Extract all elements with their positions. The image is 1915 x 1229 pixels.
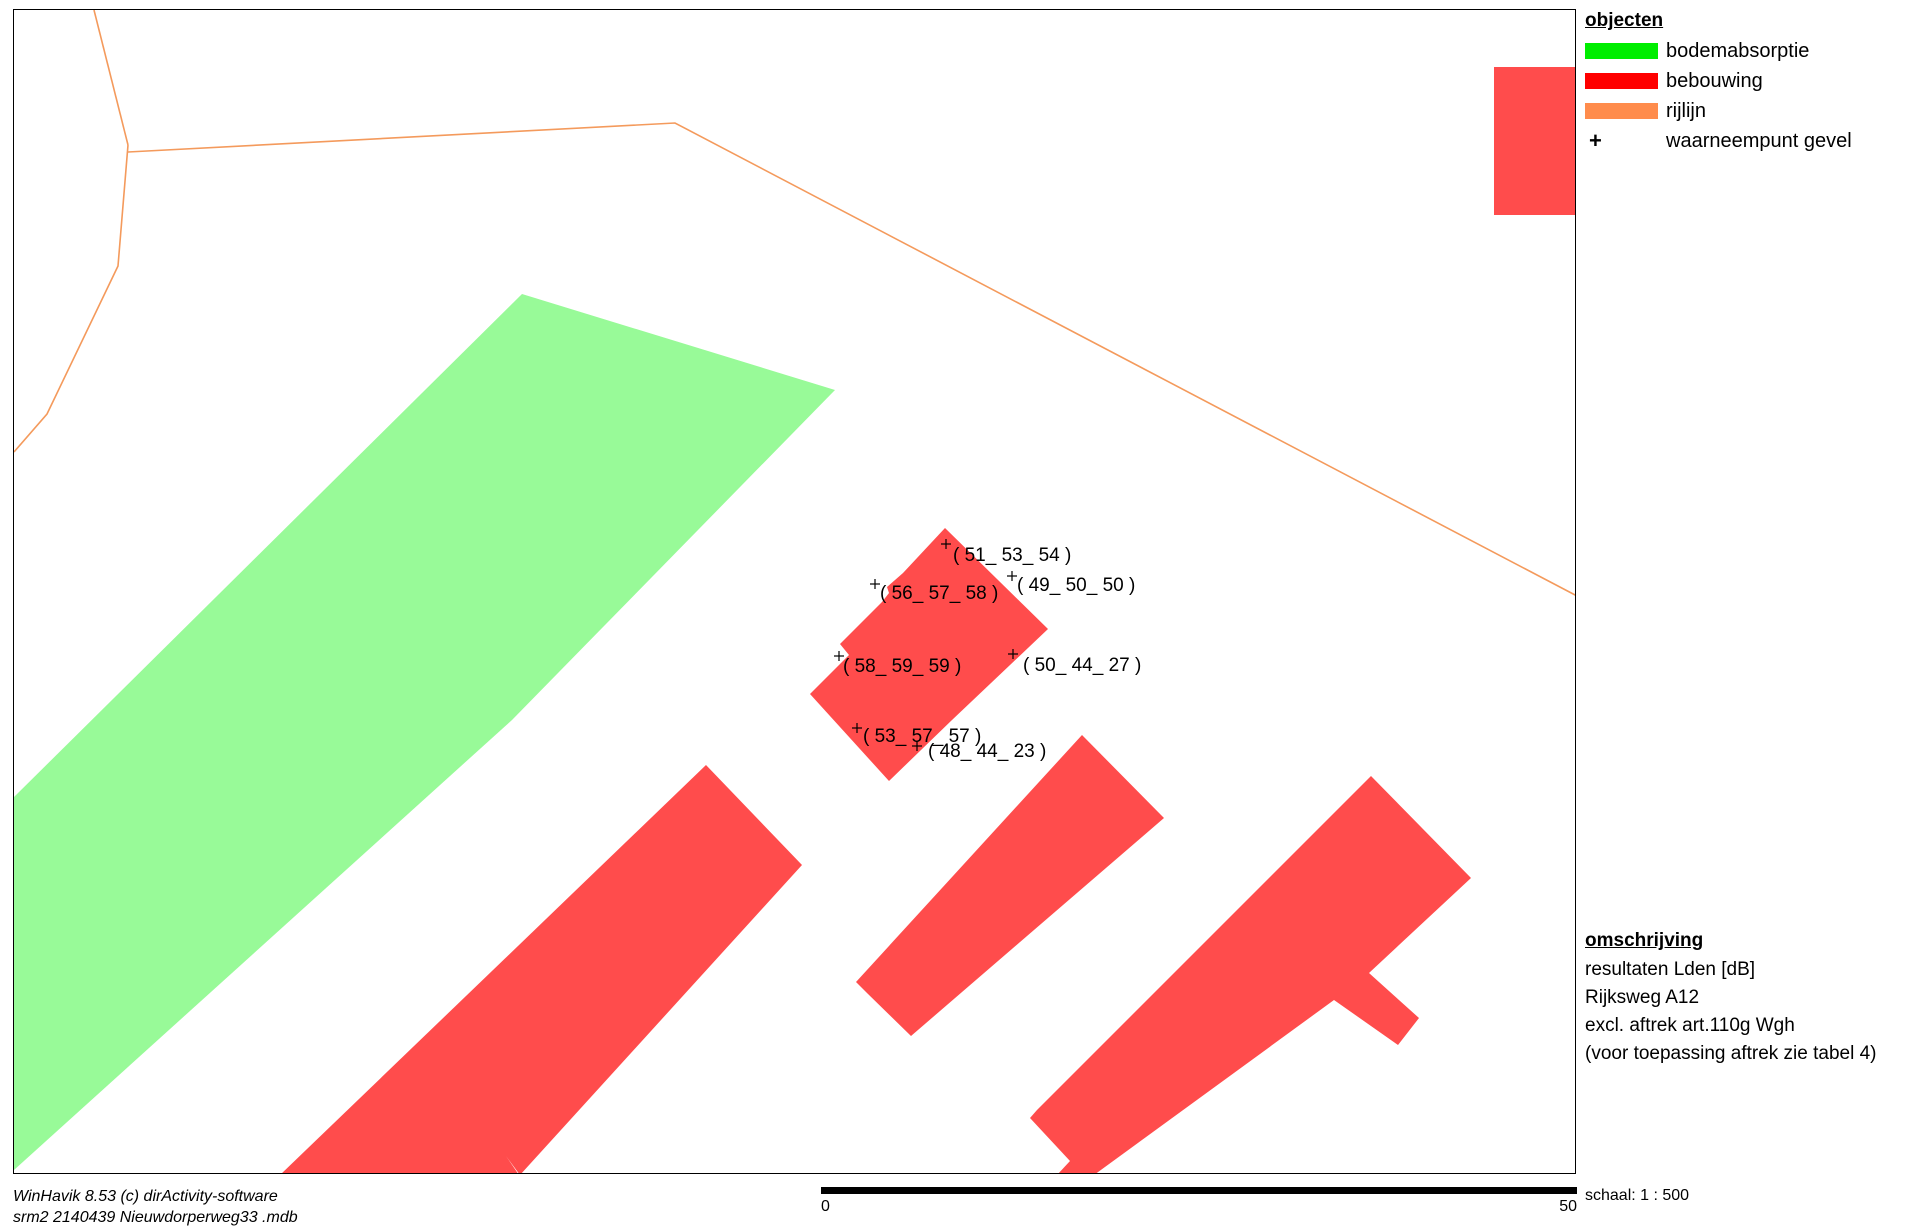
legend-label: rijlijn <box>1666 99 1706 122</box>
description-panel: omschrijving resultaten Lden [dB] Rijksw… <box>1585 930 1910 1068</box>
legend-item-rijlijn: rijlijn <box>1585 96 1910 126</box>
legend-label: waarneempunt gevel <box>1666 129 1852 152</box>
bodemabsorptie-area[interactable] <box>14 294 835 1170</box>
rijlijn-line-main[interactable] <box>127 122 1576 596</box>
observation-point[interactable]: ( 56_ 57_ 58 ) <box>870 579 998 604</box>
scale-bar-line <box>821 1187 1577 1194</box>
legend-title: objecten <box>1585 10 1664 31</box>
map-svg: ( 51_ 53_ 54 ) ( 56_ 57_ 58 ) ( 49_ 50_ … <box>14 10 1576 1174</box>
legend-item-waarneempunt: + waarneempunt gevel <box>1585 126 1910 156</box>
point-label: ( 50_ 44_ 27 ) <box>1023 655 1141 676</box>
building-middle[interactable] <box>856 735 1164 1036</box>
map-canvas[interactable]: ( 51_ 53_ 54 ) ( 56_ 57_ 58 ) ( 49_ 50_ … <box>13 9 1576 1174</box>
observation-point[interactable]: ( 50_ 44_ 27 ) <box>1008 649 1141 676</box>
building-main[interactable] <box>810 528 1048 781</box>
description-line: Rijksweg A12 <box>1585 987 1700 1008</box>
observation-point[interactable]: ( 49_ 50_ 50 ) <box>1007 571 1135 596</box>
description-line: (voor toepassing aftrek zie tabel 4) <box>1585 1043 1877 1064</box>
scale-start-label: 0 <box>821 1198 830 1215</box>
scale-end-label: 50 <box>1559 1198 1577 1215</box>
legend-label: bodemabsorptie <box>1666 39 1810 62</box>
point-label: ( 51_ 53_ 54 ) <box>953 545 1071 566</box>
orange-swatch-icon <box>1585 103 1658 119</box>
building-top-right[interactable] <box>1494 67 1576 215</box>
red-swatch-icon <box>1585 73 1658 89</box>
green-swatch-icon <box>1585 43 1658 59</box>
rijlijn-line-north[interactable] <box>93 10 129 146</box>
point-label: ( 48_ 44_ 23 ) <box>928 741 1046 762</box>
legend-item-bodemabsorptie: bodemabsorptie <box>1585 36 1910 66</box>
observation-point[interactable]: ( 53_ 57_ 57 ) <box>852 723 981 747</box>
point-label: ( 53_ 57_ 57 ) <box>863 726 981 747</box>
legend: objecten bodemabsorptie bebouwing rijlij… <box>1585 10 1910 156</box>
rijlijn-line-west[interactable] <box>14 144 129 453</box>
observation-point[interactable]: ( 51_ 53_ 54 ) <box>941 539 1071 566</box>
building-long-left[interactable] <box>280 765 802 1174</box>
building-right-t[interactable] <box>1030 776 1471 1174</box>
file-name: srm2 2140439 Nieuwdorperweg33 .mdb <box>13 1209 298 1226</box>
scale-bar: 0 50 <box>821 1187 1577 1215</box>
plus-icon: + <box>1589 128 1602 153</box>
description-line: excl. aftrek art.110g Wgh <box>1585 1015 1795 1036</box>
footer-credits: WinHavik 8.53 (c) dirActivity-software s… <box>13 1186 298 1228</box>
description-line: resultaten Lden [dB] <box>1585 959 1756 980</box>
observation-point[interactable]: ( 58_ 59_ 59 ) <box>834 651 961 677</box>
point-label: ( 49_ 50_ 50 ) <box>1017 575 1135 596</box>
software-credit: WinHavik 8.53 (c) dirActivity-software <box>13 1188 278 1205</box>
scale-ratio: schaal: 1 : 500 <box>1585 1187 1690 1204</box>
point-label: ( 58_ 59_ 59 ) <box>843 656 961 677</box>
legend-item-bebouwing: bebouwing <box>1585 66 1910 96</box>
legend-label: bebouwing <box>1666 69 1763 92</box>
description-title: omschrijving <box>1585 930 1704 951</box>
observation-point[interactable]: ( 48_ 44_ 23 ) <box>912 741 1046 762</box>
point-label: ( 56_ 57_ 58 ) <box>880 583 998 604</box>
